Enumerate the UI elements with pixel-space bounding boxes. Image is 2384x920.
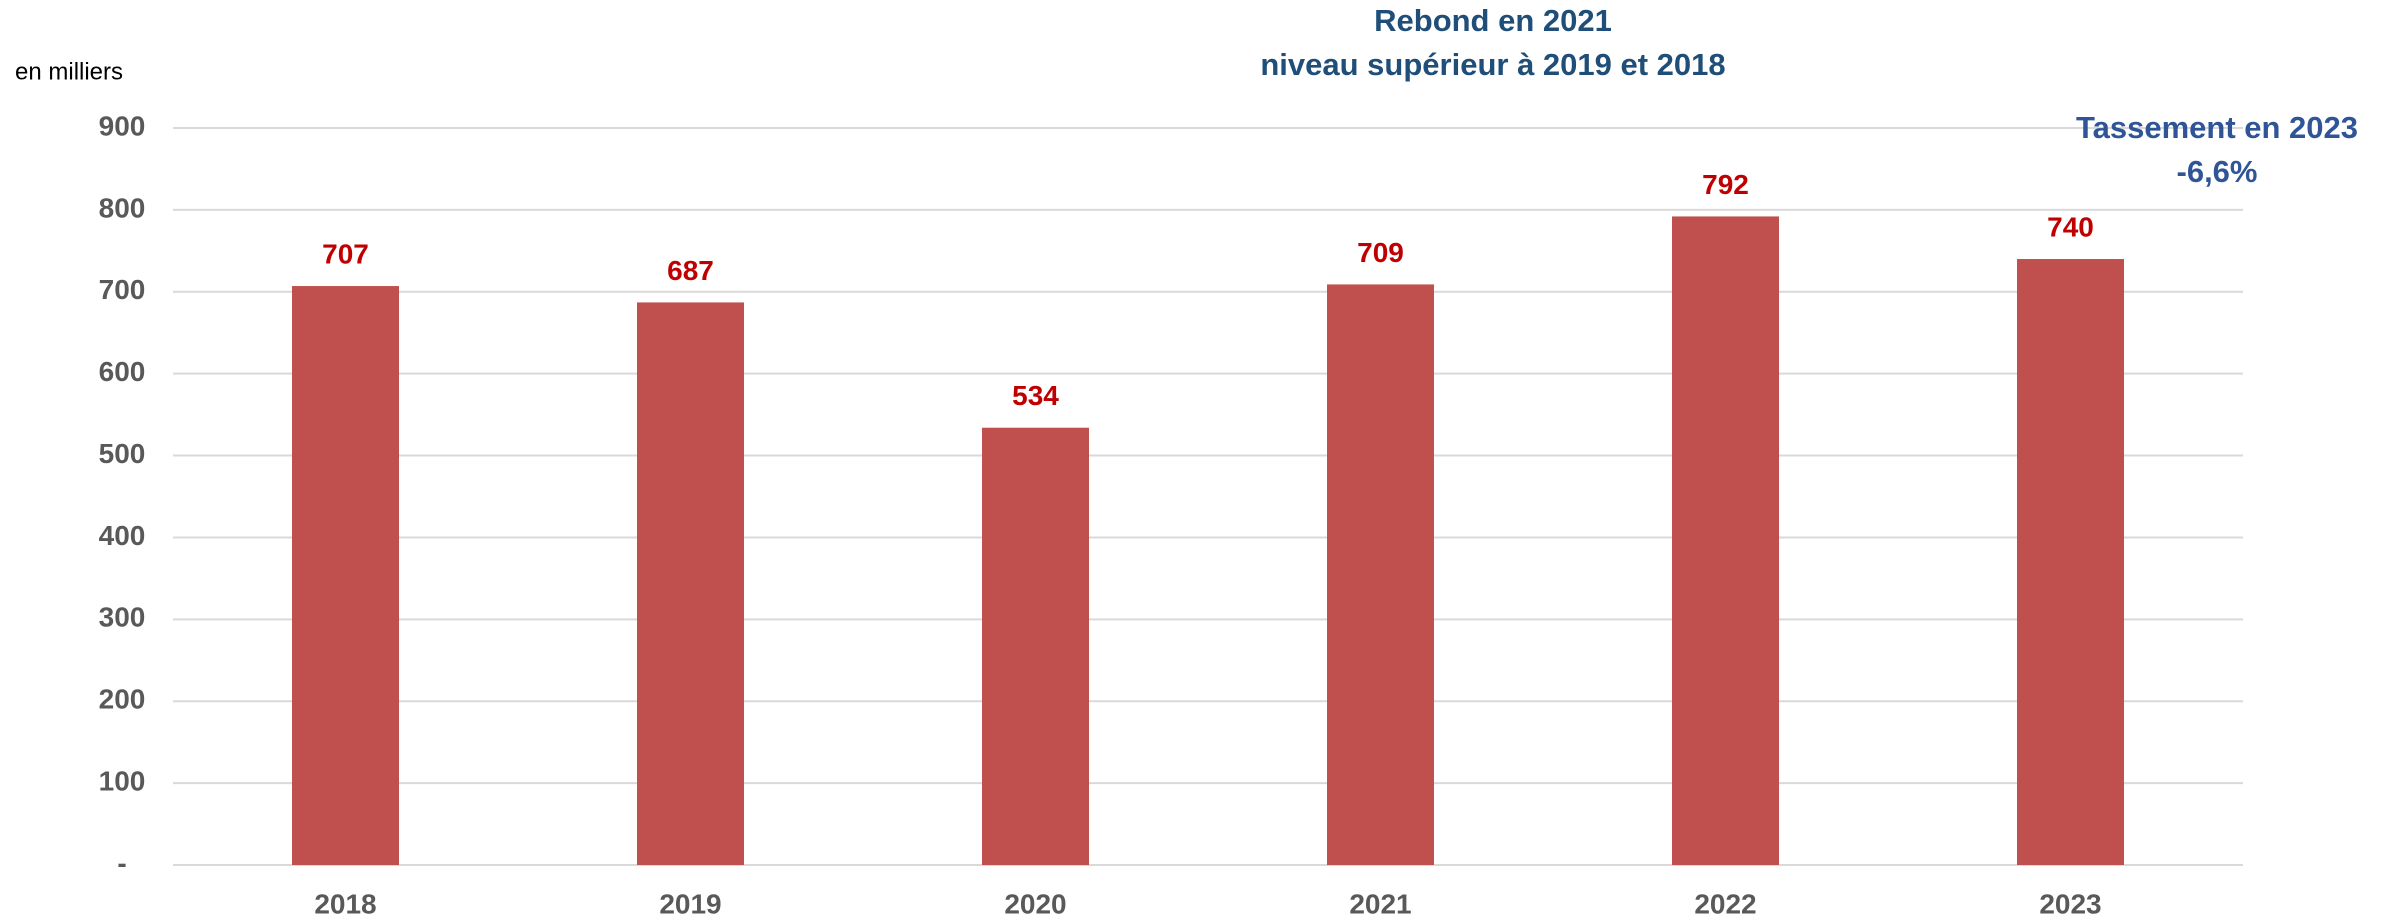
y-tick-label: 700 — [99, 274, 146, 305]
annotation: niveau supérieur à 2019 et 2018 — [1260, 47, 1725, 82]
bar — [292, 286, 399, 866]
y-axis-label: en milliers — [15, 58, 123, 85]
value-label: 709 — [1357, 237, 1404, 268]
value-label: 707 — [322, 238, 369, 269]
x-tick-label: 2023 — [2039, 888, 2101, 919]
x-tick-label: 2019 — [659, 888, 721, 919]
annotation: Rebond en 2021 — [1374, 3, 1612, 38]
y-tick-label: 500 — [99, 438, 146, 469]
y-tick-label: 800 — [99, 192, 146, 223]
x-tick-label: 2021 — [1349, 888, 1411, 919]
y-tick-label: 900 — [99, 110, 146, 141]
y-tick-label: 400 — [99, 520, 146, 551]
bar — [982, 427, 1089, 865]
value-label: 740 — [2047, 211, 2094, 242]
annotation: -6,6% — [2177, 154, 2258, 189]
value-label: 534 — [1012, 380, 1059, 411]
annotation: Tassement en 2023 — [2076, 110, 2358, 145]
y-tick-label: 100 — [99, 766, 146, 797]
y-tick-label: - — [117, 847, 126, 878]
x-tick-label: 2020 — [1004, 888, 1066, 919]
bar — [1672, 216, 1779, 865]
y-tick-label: 600 — [99, 356, 146, 387]
x-tick-label: 2022 — [1694, 888, 1756, 919]
bar — [637, 302, 744, 865]
y-tick-label: 200 — [99, 684, 146, 715]
value-label: 687 — [667, 255, 714, 286]
y-tick-label: 300 — [99, 602, 146, 633]
bar — [2017, 259, 2124, 865]
x-tick-label: 2018 — [314, 888, 376, 919]
bar — [1327, 284, 1434, 865]
value-label: 792 — [1702, 169, 1749, 200]
